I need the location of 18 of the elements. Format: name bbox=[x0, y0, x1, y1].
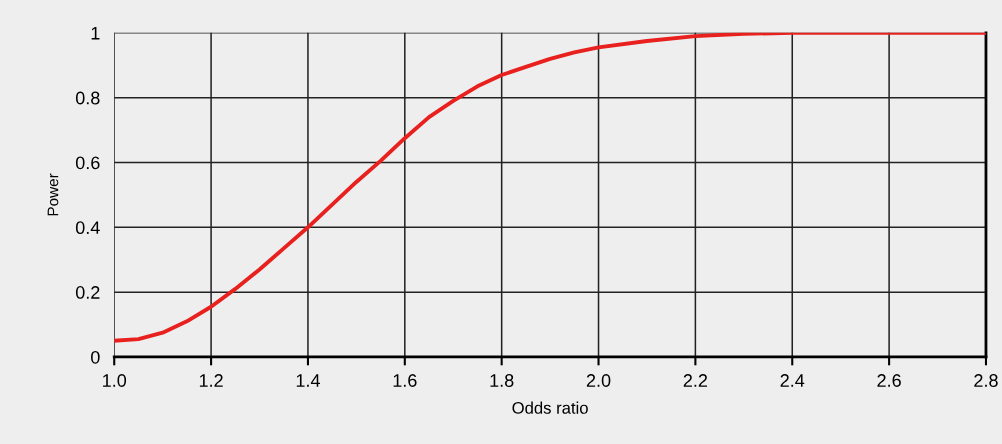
y-tick-label: 1 bbox=[91, 26, 100, 40]
y-axis-title: Power bbox=[47, 173, 59, 216]
x-tick-label: 1.8 bbox=[490, 374, 514, 387]
x-tick-label: 1.2 bbox=[199, 374, 223, 387]
y-tick-label: 0.2 bbox=[75, 286, 100, 299]
y-tick-label: 0 bbox=[91, 350, 100, 364]
y-tick-label: 0.8 bbox=[75, 91, 100, 105]
y-tick-label: 0.6 bbox=[75, 156, 100, 170]
x-tick-label: 1.6 bbox=[393, 374, 417, 387]
x-tick-label: 2.0 bbox=[586, 374, 611, 387]
x-tick-label: 2.4 bbox=[780, 374, 805, 387]
x-tick-label: 1.4 bbox=[296, 374, 320, 387]
x-tick-label: 2.8 bbox=[974, 374, 998, 387]
x-tick-label: 2.6 bbox=[877, 374, 901, 387]
x-tick-label: 1.0 bbox=[103, 374, 127, 387]
y-tick-label: 0.4 bbox=[75, 221, 100, 235]
x-tick-label: 2.2 bbox=[683, 374, 708, 387]
x-axis-title: Odds ratio bbox=[512, 401, 588, 414]
